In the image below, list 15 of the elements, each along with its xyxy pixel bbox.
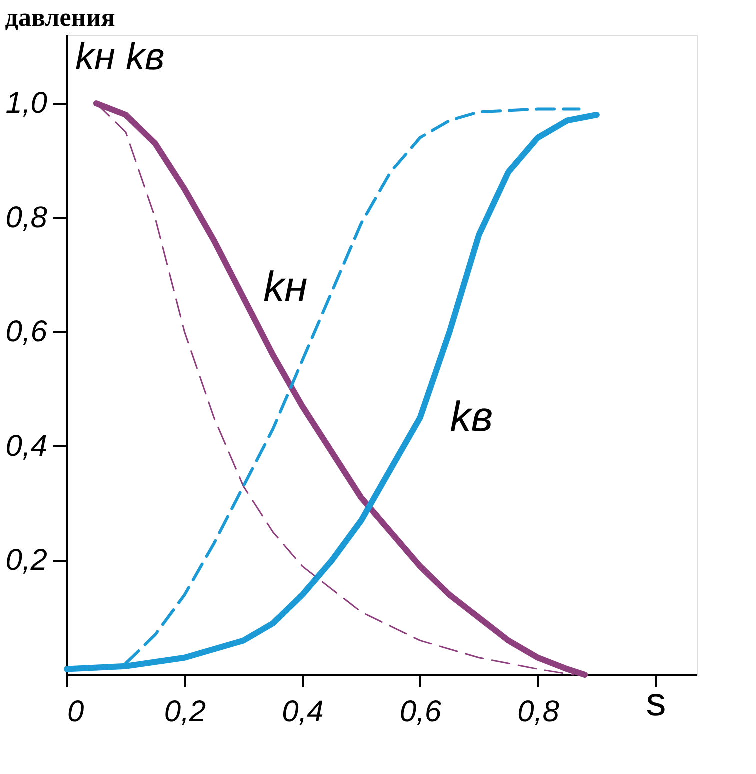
y-tick-label: 0,8 <box>6 201 48 234</box>
series-label: kв <box>450 392 494 440</box>
y-axis-title: kн kв <box>76 36 165 78</box>
x-tick-label: 0,2 <box>164 696 206 728</box>
x-tick-label: 0,8 <box>518 696 560 728</box>
y-tick-label: 1,0 <box>6 87 48 120</box>
x-tick-label: 0,4 <box>282 696 324 728</box>
chart-title: давления <box>5 3 116 32</box>
x-tick-label: 0 <box>68 696 84 728</box>
y-tick-label: 0,2 <box>6 544 48 578</box>
y-tick-label: 0,4 <box>6 430 48 463</box>
y-tick-label: 0,6 <box>6 316 48 349</box>
series-label: kн <box>264 262 308 310</box>
x-tick-label: 0,6 <box>400 696 442 728</box>
x-axis-title: s <box>646 680 666 724</box>
